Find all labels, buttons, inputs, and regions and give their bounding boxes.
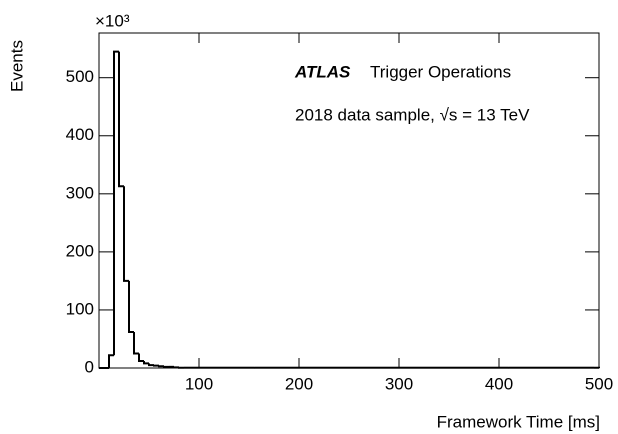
y-tick-label: 0 <box>85 357 94 376</box>
experiment-label: ATLAS <box>294 62 351 81</box>
histogram-bin <box>123 186 129 282</box>
histogram-bin <box>138 353 144 363</box>
x-tick-label: 100 <box>185 374 213 393</box>
annotation: Trigger Operations <box>370 62 511 81</box>
histogram-bin <box>128 280 134 334</box>
histogram-bin <box>133 332 139 355</box>
plot-frame <box>98 32 600 369</box>
histogram-bin <box>148 363 154 367</box>
y-multiplier: ×10³ <box>95 11 130 30</box>
histogram-bin <box>118 51 124 188</box>
x-tick-label: 300 <box>385 374 413 393</box>
y-tick-label: 300 <box>66 183 94 202</box>
histogram-bin <box>153 364 159 367</box>
y-tick-label: 400 <box>66 125 94 144</box>
x-axis-label: Framework Time [ms] <box>437 412 600 431</box>
x-tick-label: 500 <box>585 374 613 393</box>
y-tick-label: 200 <box>66 241 94 260</box>
y-axis-label: Events <box>7 40 26 92</box>
histogram-bin <box>158 365 164 368</box>
histogram-bin <box>173 366 179 369</box>
histogram-bin <box>108 354 114 368</box>
annotation: 2018 data sample, √s = 13 TeV <box>295 105 530 124</box>
x-tick-label: 400 <box>485 374 513 393</box>
histogram-bin <box>143 361 149 365</box>
y-tick-label: 100 <box>66 299 94 318</box>
y-tick-label: 500 <box>66 67 94 86</box>
x-tick-label: 200 <box>285 374 313 393</box>
histogram-bin <box>113 50 119 356</box>
histogram-bin <box>163 365 169 368</box>
